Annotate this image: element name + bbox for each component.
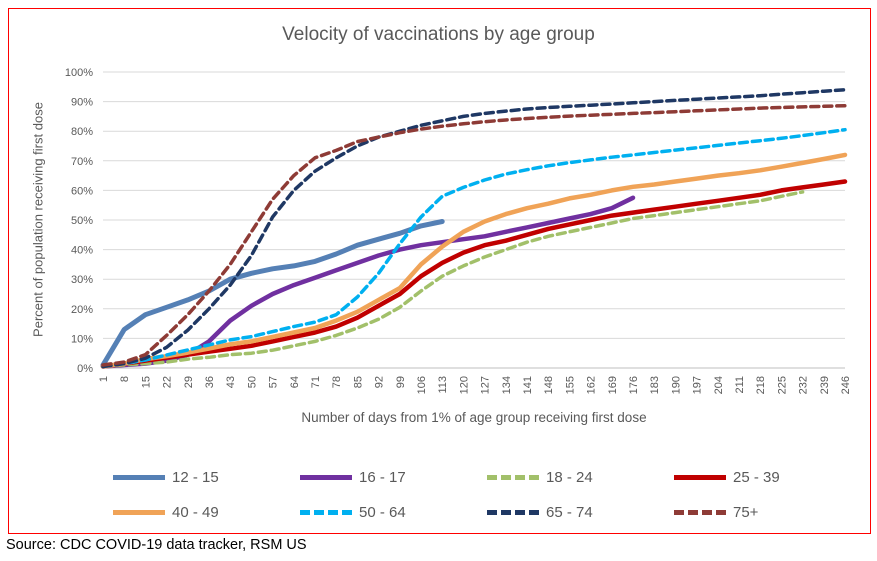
x-tick-label: 239 — [819, 376, 831, 394]
x-tick-label: 148 — [543, 376, 555, 394]
legend-swatch-dashed-line — [487, 509, 539, 515]
series-line-12-15 — [100, 219, 445, 368]
x-tick-label: 134 — [501, 376, 513, 394]
legend-swatch-dashed-line — [487, 474, 539, 480]
legend-item-40-49: 40 - 49 — [113, 501, 300, 523]
x-tick-label: 1 — [98, 376, 110, 382]
x-tick-label: 246 — [840, 376, 852, 394]
y-tick-label: 60% — [71, 185, 93, 197]
x-tick-label: 92 — [374, 376, 386, 388]
legend-swatch-solid-line — [300, 474, 352, 480]
x-tick-label: 113 — [437, 376, 449, 394]
legend-swatch-solid-line — [674, 474, 726, 480]
x-tick-label: 232 — [798, 376, 810, 394]
legend-item-18-24: 18 - 24 — [487, 466, 674, 488]
x-tick-label: 183 — [649, 376, 661, 394]
x-tick-label: 162 — [586, 376, 598, 394]
x-tick-label: 99 — [395, 376, 407, 388]
series-line-65-74 — [101, 88, 847, 369]
series-line-50-64 — [101, 127, 847, 369]
y-tick-label: 20% — [71, 304, 93, 316]
legend-label: 12 - 15 — [172, 468, 219, 486]
legend-label: 40 - 49 — [172, 503, 219, 521]
x-tick-label: 127 — [480, 376, 492, 394]
legend-item-50-64: 50 - 64 — [300, 501, 487, 523]
legend-item-12-15: 12 - 15 — [113, 466, 300, 488]
x-tick-label: 15 — [140, 376, 152, 388]
x-tick-label: 64 — [289, 376, 301, 388]
x-tick-label: 141 — [522, 376, 534, 394]
x-tick-label: 106 — [416, 376, 428, 394]
y-tick-label: 90% — [71, 97, 93, 109]
source-note: Source: CDC COVID-19 data tracker, RSM U… — [6, 537, 307, 553]
legend-label: 25 - 39 — [733, 468, 780, 486]
x-tick-label: 29 — [183, 376, 195, 388]
x-tick-label: 8 — [119, 376, 131, 382]
chart-border — [8, 8, 871, 534]
y-tick-label: 100% — [65, 67, 93, 79]
x-tick-label: 71 — [310, 376, 322, 388]
legend-label: 50 - 64 — [359, 503, 406, 521]
legend-item-25-39: 25 - 39 — [674, 466, 861, 488]
legend-item-65-74: 65 - 74 — [487, 501, 674, 523]
y-tick-label: 40% — [71, 245, 93, 257]
legend-label: 65 - 74 — [546, 503, 593, 521]
legend-item-75+: 75+ — [674, 501, 861, 523]
y-tick-label: 30% — [71, 274, 93, 286]
x-tick-label: 155 — [564, 376, 576, 394]
y-tick-label: 50% — [71, 215, 93, 227]
x-tick-label: 204 — [713, 376, 725, 394]
legend-swatch-dashed-line — [300, 509, 352, 515]
x-tick-label: 22 — [162, 376, 174, 388]
x-axis-title: Number of days from 1% of age group rece… — [301, 410, 647, 425]
x-tick-label: 225 — [776, 376, 788, 394]
y-tick-label: 0% — [77, 363, 93, 375]
x-tick-label: 190 — [670, 376, 682, 394]
legend-swatch-dashed-line — [674, 509, 726, 515]
x-tick-label: 43 — [225, 376, 237, 388]
y-tick-label: 70% — [71, 156, 93, 168]
legend-label: 75+ — [733, 503, 759, 521]
legend-item-16-17: 16 - 17 — [300, 466, 487, 488]
x-tick-label: 85 — [352, 376, 364, 388]
legend: 12 - 15 16 - 17 18 - 24 25 - 39 40 - 49 50 - … — [113, 466, 861, 523]
y-tick-label: 10% — [71, 333, 93, 345]
x-tick-label: 197 — [692, 376, 704, 394]
legend-swatch-solid-line — [113, 474, 165, 480]
x-tick-label: 211 — [734, 376, 746, 394]
chart-title: Velocity of vaccinations by age group — [282, 24, 595, 45]
x-tick-label: 176 — [628, 376, 640, 394]
y-tick-label: 80% — [71, 126, 93, 138]
x-tick-label: 36 — [204, 376, 216, 388]
series-line-16-17 — [100, 195, 636, 369]
series-line-18-24 — [101, 190, 805, 369]
legend-swatch-solid-line — [113, 509, 165, 515]
x-tick-label: 57 — [268, 376, 280, 388]
series-line-75+ — [101, 103, 847, 367]
series-line-25-39 — [100, 179, 848, 369]
y-axis-title: Percent of population receiving first do… — [30, 102, 46, 337]
x-tick-label: 78 — [331, 376, 343, 388]
x-tick-label: 120 — [458, 376, 470, 394]
legend-label: 16 - 17 — [359, 468, 406, 486]
x-tick-label: 218 — [755, 376, 767, 394]
x-tick-label: 169 — [607, 376, 619, 394]
legend-label: 18 - 24 — [546, 468, 593, 486]
x-tick-label: 50 — [246, 376, 258, 388]
series-line-40-49 — [100, 152, 848, 369]
